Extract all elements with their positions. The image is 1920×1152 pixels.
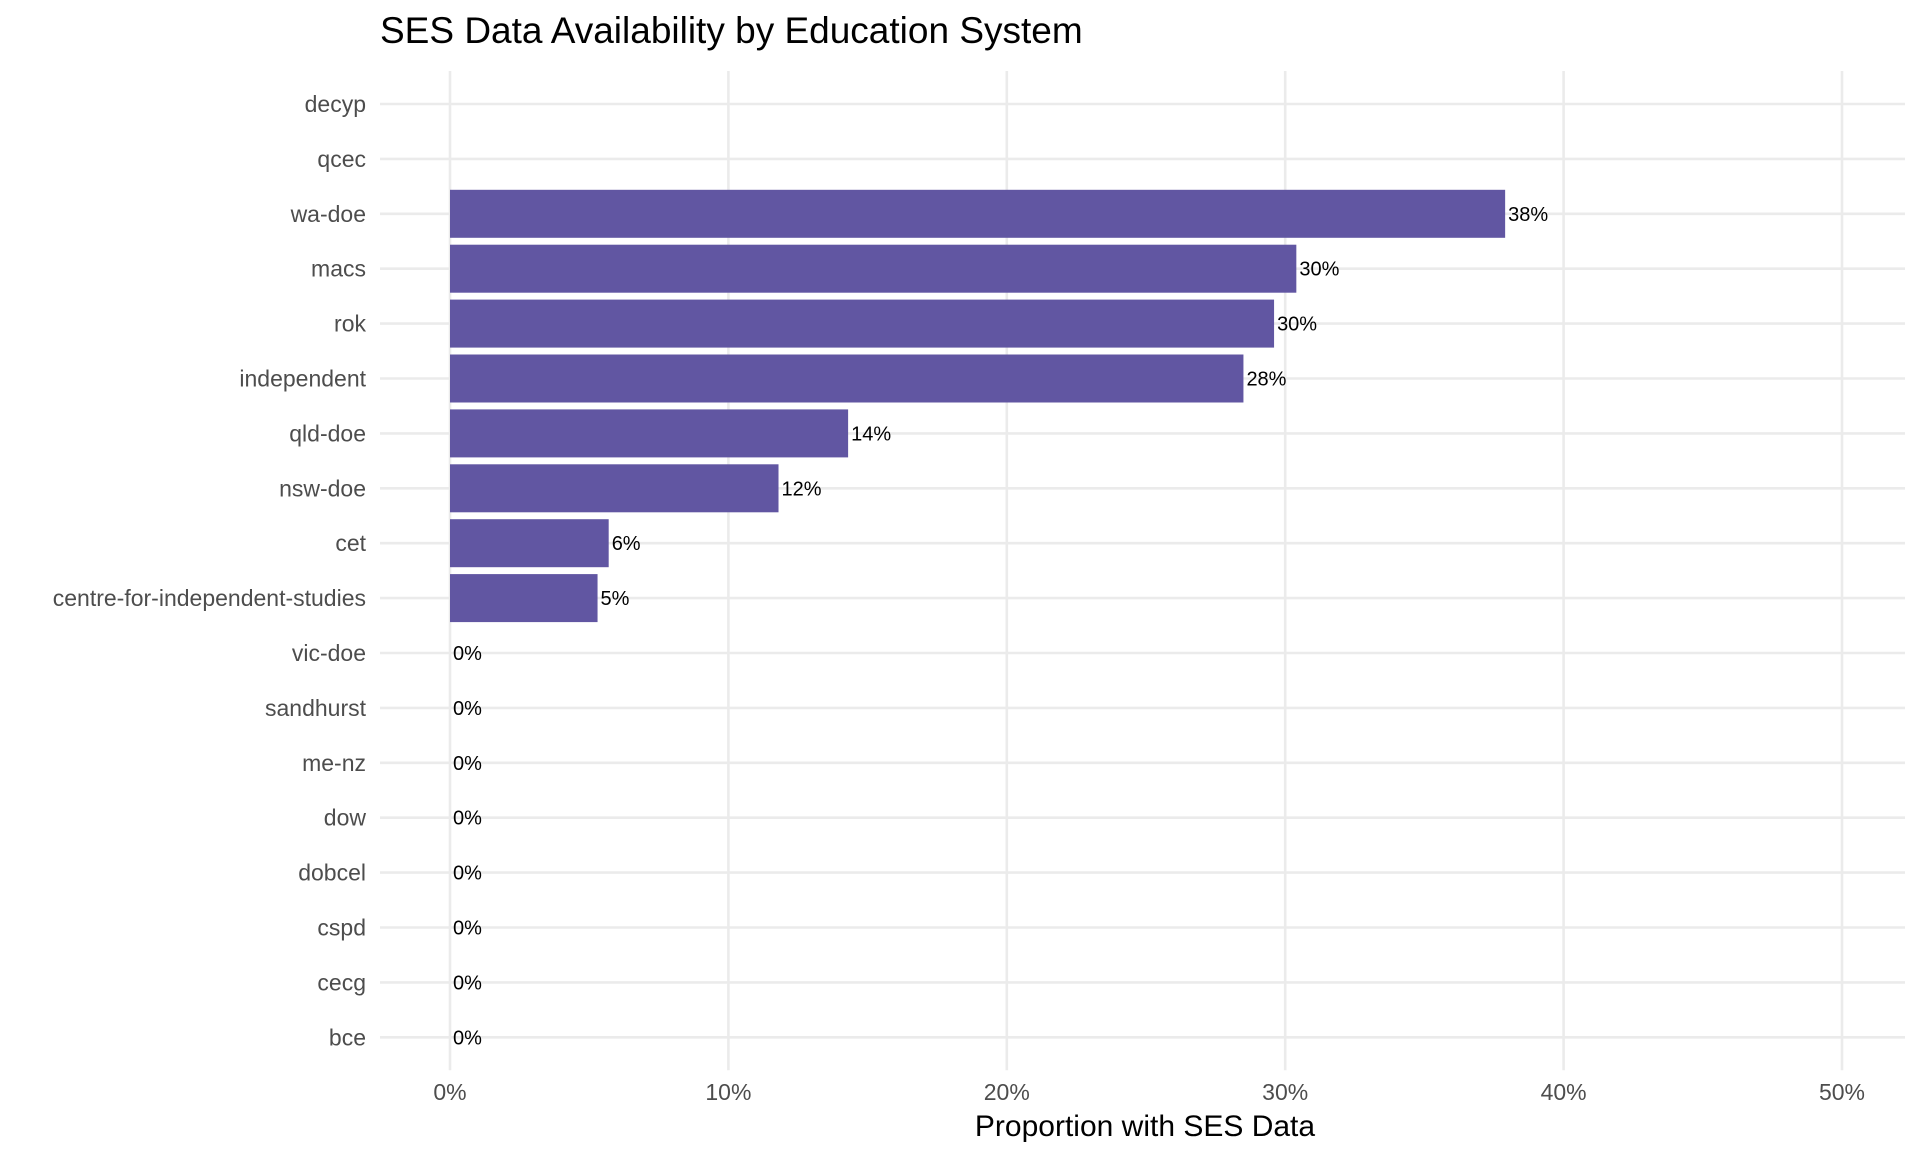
y-tick-label: sandhurst [265,695,367,721]
x-axis-title: Proportion with SES Data [975,1110,1315,1143]
y-tick-label: dow [324,805,367,831]
bar-value-label: 0% [453,1027,482,1049]
y-tick-label: rok [334,311,366,337]
x-tick-label: 40% [1541,1079,1587,1105]
data-labels: 38% 30% 30% 28% 14% 12% 6% 5% 0% 0% 0% 0% 0% 0% 0% 0% [453,204,1548,1050]
bar-value-label: 28% [1246,369,1286,391]
y-tick-label: me-nz [302,750,366,776]
bar-value-label: 0% [453,643,482,665]
bar [450,244,1297,293]
bar [450,354,1244,403]
x-tick-label: 0% [433,1079,466,1105]
y-tick-label: dobcel [298,860,366,886]
bar-value-label: 30% [1299,259,1339,281]
x-tick-label: 10% [705,1079,751,1105]
y-tick-label: qld-doe [289,420,366,446]
chart-title: SES Data Availability by Education Syste… [380,10,1083,51]
bar-value-label: 0% [453,698,482,720]
x-tick-label: 20% [984,1079,1030,1105]
y-tick-label: cet [335,530,366,556]
x-axis-ticks: 0% 10% 20% 30% 40% 50% [433,1079,1865,1105]
y-tick-label: bce [329,1024,366,1050]
y-tick-label: macs [311,256,366,282]
bar-value-label: 12% [782,478,822,500]
y-tick-label: independent [239,366,366,392]
bar-value-label: 0% [453,918,482,940]
bar [450,189,1506,238]
y-tick-label: nsw-doe [279,475,366,501]
y-tick-label: cecg [317,969,366,995]
y-tick-label: qcec [317,146,366,172]
bar [450,464,779,513]
y-tick-label: wa-doe [290,201,366,227]
bar-value-label: 0% [453,753,482,775]
y-tick-label: centre-for-independent-studies [53,585,366,611]
bar [450,409,849,458]
bar-value-label: 0% [453,972,482,994]
bar-value-label: 38% [1508,204,1548,226]
bar-value-label: 5% [601,588,630,610]
bar [450,299,1275,348]
bar-value-label: 0% [453,863,482,885]
y-axis-ticks: decyp qcec wa-doe macs rok independent qld-doe… [53,91,367,1050]
x-tick-label: 30% [1262,1079,1308,1105]
bar-value-label: 6% [612,533,641,555]
bar-value-label: 30% [1277,314,1317,336]
bar [450,574,598,623]
bar [450,519,609,568]
bars-layer [450,189,1506,623]
bar-value-label: 0% [453,808,482,830]
bar-value-label: 14% [851,423,891,445]
x-tick-label: 50% [1819,1079,1865,1105]
y-tick-label: decyp [305,91,366,117]
y-tick-label: cspd [317,915,366,941]
y-tick-label: vic-doe [292,640,366,666]
